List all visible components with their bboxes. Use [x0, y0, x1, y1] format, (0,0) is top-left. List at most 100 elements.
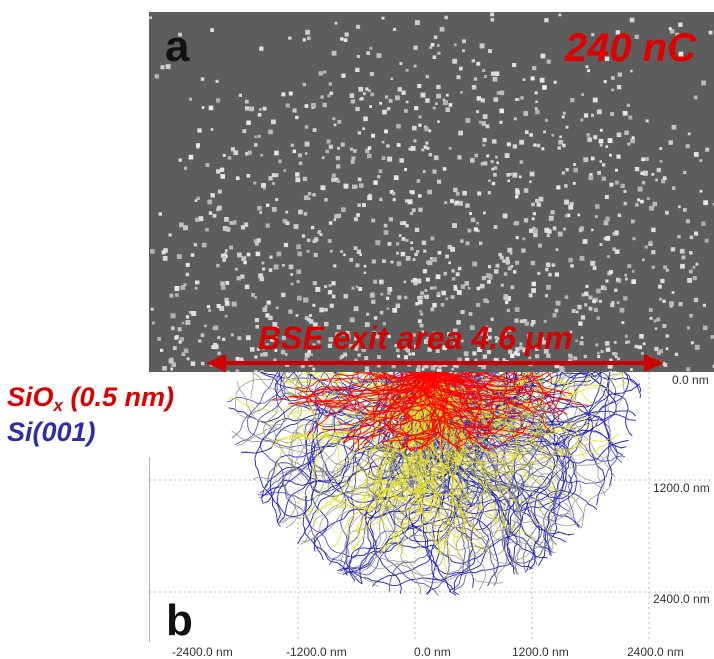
sem-particle — [331, 281, 336, 286]
sem-particle — [349, 258, 354, 262]
backscattered-trajectory — [380, 372, 446, 443]
sem-particle — [236, 276, 241, 281]
sem-particle — [508, 327, 513, 332]
sem-particle — [367, 153, 372, 159]
sem-particle — [544, 227, 550, 233]
sem-particle — [222, 337, 226, 341]
sem-particle — [469, 325, 475, 330]
sem-particle — [371, 133, 376, 138]
sem-particle — [612, 352, 616, 356]
sem-particle — [573, 356, 578, 361]
sem-particle — [546, 284, 551, 290]
sem-particle — [543, 130, 546, 134]
sem-particle — [626, 103, 630, 107]
sem-particle — [397, 354, 401, 358]
sem-particle — [354, 343, 359, 348]
backscattered-trajectory — [409, 372, 473, 436]
sem-particle — [377, 355, 381, 359]
sem-particle — [385, 95, 389, 99]
sem-particle — [268, 315, 273, 321]
sem-particle — [596, 109, 602, 115]
electron-trajectory — [433, 372, 548, 456]
sem-particle — [259, 276, 265, 282]
sem-particle — [408, 147, 412, 151]
sem-particle — [641, 157, 645, 162]
sem-particle — [418, 123, 422, 127]
sem-particle — [644, 245, 648, 249]
sem-particle — [597, 171, 601, 175]
sem-particle — [440, 303, 445, 307]
sem-particle — [230, 147, 235, 152]
sem-particle — [604, 195, 609, 199]
sem-particle — [429, 46, 433, 49]
sem-particle — [514, 318, 519, 323]
sem-particle — [413, 45, 418, 50]
sem-particle — [284, 353, 288, 356]
sem-particle — [372, 334, 376, 338]
sem-particle — [312, 322, 318, 328]
sem-particle — [507, 247, 513, 253]
sem-particle — [324, 198, 328, 202]
sem-particle — [598, 299, 602, 303]
backscattered-trajectory — [440, 372, 551, 433]
sem-particle — [503, 332, 507, 336]
sem-particle — [313, 252, 318, 258]
sem-particle — [188, 310, 192, 314]
sem-particle — [669, 301, 674, 307]
sem-particle — [437, 250, 442, 255]
sem-particle — [379, 310, 384, 315]
sem-particle — [660, 278, 665, 284]
sem-particle — [178, 340, 182, 344]
backscattered-trajectory — [424, 372, 525, 410]
sem-particle — [244, 99, 249, 104]
sem-particle — [476, 286, 481, 291]
sem-particle — [179, 222, 184, 228]
sem-particle — [631, 279, 636, 284]
sem-particle — [534, 107, 538, 111]
sem-particle — [235, 176, 240, 180]
sem-particle — [515, 190, 520, 195]
sem-particle — [483, 331, 488, 336]
sem-particle — [629, 17, 635, 23]
oxide-subscript: x — [53, 396, 63, 415]
sem-particle — [265, 313, 270, 318]
sem-particle — [649, 240, 653, 244]
sem-particle — [257, 113, 262, 117]
sem-particle — [362, 127, 366, 131]
sem-particle — [324, 285, 328, 289]
sem-particle — [417, 364, 421, 368]
sem-particle — [490, 317, 494, 321]
sem-particle — [439, 26, 445, 32]
sem-particle — [400, 251, 406, 257]
sem-particle — [488, 49, 492, 54]
sem-particle — [273, 264, 279, 270]
sem-particle — [412, 125, 417, 131]
sem-particle — [328, 284, 332, 287]
sem-particle — [410, 247, 414, 251]
sem-particle — [687, 278, 692, 283]
sem-particle — [346, 334, 351, 340]
sem-particle — [655, 178, 658, 182]
sem-particle — [235, 356, 240, 361]
backscattered-trajectory — [288, 372, 429, 399]
sem-particle — [390, 77, 394, 81]
sem-particle — [210, 193, 215, 198]
sem-particle — [413, 64, 417, 68]
sem-particle — [216, 98, 221, 103]
sem-particle — [309, 327, 313, 331]
sem-particle — [519, 342, 523, 346]
sem-particle — [510, 265, 514, 268]
sem-particle — [283, 242, 289, 248]
sem-particle — [455, 334, 460, 339]
sem-particle — [421, 240, 427, 246]
sem-particle — [490, 18, 494, 22]
sem-particle — [498, 252, 502, 257]
sem-particle — [515, 347, 520, 352]
electron-trajectory — [351, 372, 443, 551]
sem-particle — [509, 252, 513, 255]
sem-particle — [307, 197, 311, 200]
sem-particle — [453, 286, 458, 291]
sem-particle — [663, 363, 668, 367]
sem-particle — [510, 353, 515, 359]
sem-particle — [551, 263, 556, 267]
